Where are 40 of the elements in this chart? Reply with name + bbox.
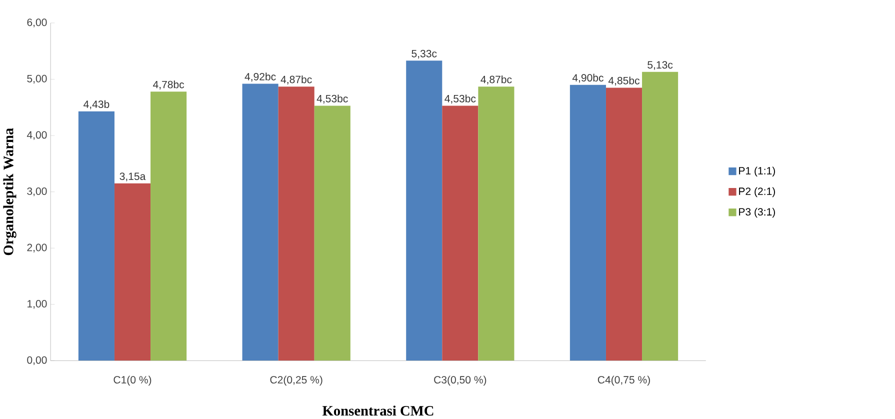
y-tick-label: 5,00 xyxy=(27,74,47,84)
x-tick-label: C4(0,75 %) xyxy=(598,376,650,386)
x-tick-label: C3(0,50 %) xyxy=(434,376,486,386)
data-label: 4,53bc xyxy=(444,94,476,104)
bar xyxy=(242,84,278,361)
data-label: 4,78bc xyxy=(152,80,184,90)
y-tick-label: 3,00 xyxy=(27,188,47,196)
bar xyxy=(314,106,350,361)
x-tick-label: C1(0 %) xyxy=(114,376,152,386)
y-tick-label: 6,00 xyxy=(27,18,47,28)
bar xyxy=(114,183,151,361)
y-tick-label: 0,00 xyxy=(27,356,47,366)
bar xyxy=(278,86,314,361)
data-label: 3,15a xyxy=(120,172,146,182)
y-tick-label: 4,00 xyxy=(26,131,47,140)
legend-label: P2 (2:1) xyxy=(739,187,775,198)
bar xyxy=(570,84,606,361)
bar xyxy=(606,88,642,361)
bar xyxy=(78,111,114,361)
data-label: 5,13c xyxy=(648,61,673,70)
data-label: 4,43b xyxy=(84,100,110,110)
data-label: 4,87bc xyxy=(280,76,312,85)
data-label: 4,85bc xyxy=(608,76,640,86)
bar xyxy=(642,72,678,361)
legend-label: P1 (1:1) xyxy=(739,166,775,177)
data-label: 4,87bc xyxy=(480,76,512,85)
bar xyxy=(442,106,478,361)
y-tick-label: 2,00 xyxy=(27,244,47,253)
data-label: 4,53bc xyxy=(316,94,348,104)
data-label: 4,90bc xyxy=(572,74,604,83)
data-label: 5,33c xyxy=(412,50,437,59)
y-tick-label: 1,00 xyxy=(28,300,47,309)
x-axis-title: Konsentrasi CMC xyxy=(322,406,434,416)
bar xyxy=(150,92,187,361)
x-tick-label: C2(0,25 %) xyxy=(270,376,322,386)
y-axis-title: Organoleptik Warna xyxy=(3,128,16,256)
legend-label: P3 (3:1) xyxy=(739,208,775,218)
data-label: 4,92bc xyxy=(244,72,276,82)
bar xyxy=(406,60,442,361)
bar xyxy=(478,86,514,361)
